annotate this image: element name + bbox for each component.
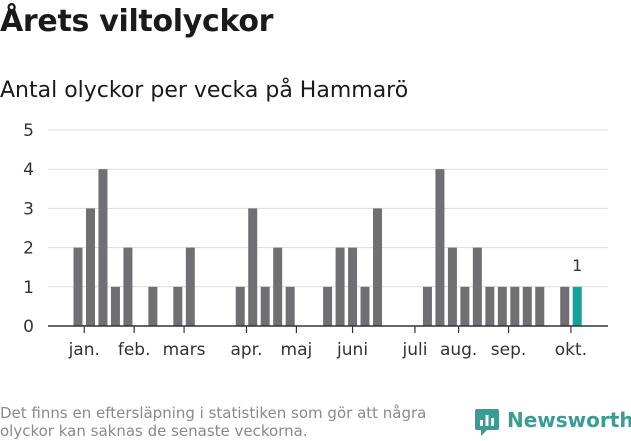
bar	[173, 286, 183, 326]
data-label: 1	[572, 256, 582, 275]
newsworthy-logo-icon	[475, 409, 499, 436]
x-tick-label: juli	[401, 340, 427, 360]
footnote: Det finns en eftersläpning i statistiken…	[0, 404, 427, 440]
bar	[335, 247, 345, 326]
x-tick-label: okt.	[555, 340, 587, 360]
bar	[110, 286, 120, 326]
bar	[148, 286, 158, 326]
y-tick-label: 1	[23, 278, 34, 298]
bar	[260, 286, 270, 326]
bar	[535, 286, 545, 326]
bar	[422, 286, 432, 326]
x-tick-label: apr.	[230, 340, 262, 360]
bar	[273, 247, 283, 326]
bar-chart: 0 1 2 3 4 5 1 jan. feb. mars apr. maj juni juli aug. se…	[23, 121, 608, 360]
bar	[323, 286, 333, 326]
bar	[348, 247, 358, 326]
bar	[85, 208, 95, 326]
x-tick-label: aug.	[440, 340, 477, 360]
x-tick-label: sep.	[491, 340, 527, 360]
bar	[285, 286, 295, 326]
x-tick-label: mars	[163, 340, 206, 360]
brand-name: Newsworthy	[507, 408, 631, 432]
chart-title: Årets viltolyckor	[0, 4, 274, 39]
x-tick-label: feb.	[118, 340, 151, 360]
chart-subtitle: Antal olyckor per vecka på Hammarö	[0, 78, 409, 103]
y-tick-label: 0	[23, 317, 34, 337]
x-tick-label: jan.	[68, 340, 100, 360]
bar	[248, 208, 258, 326]
y-tick-label: 2	[23, 239, 34, 259]
highlighted-bar	[572, 286, 582, 326]
bar	[435, 169, 445, 326]
bar	[373, 208, 383, 326]
bar	[447, 247, 457, 326]
bar	[510, 286, 520, 326]
bar	[460, 286, 470, 326]
bar	[472, 247, 482, 326]
bar	[98, 169, 108, 326]
bar	[235, 286, 245, 326]
bar	[522, 286, 532, 326]
newsworthy-brand[interactable]: Newsworthy	[474, 407, 631, 441]
y-tick-label: 5	[23, 121, 34, 141]
y-tick-label: 4	[23, 160, 34, 180]
bar	[560, 286, 570, 326]
bar	[485, 286, 495, 326]
bar	[123, 247, 133, 326]
y-tick-label: 3	[23, 199, 34, 219]
x-tick-label: juni	[336, 340, 368, 360]
bar	[497, 286, 507, 326]
bar	[73, 247, 83, 326]
bar	[360, 286, 370, 326]
bar	[185, 247, 195, 326]
x-tick-label: maj	[281, 340, 313, 360]
